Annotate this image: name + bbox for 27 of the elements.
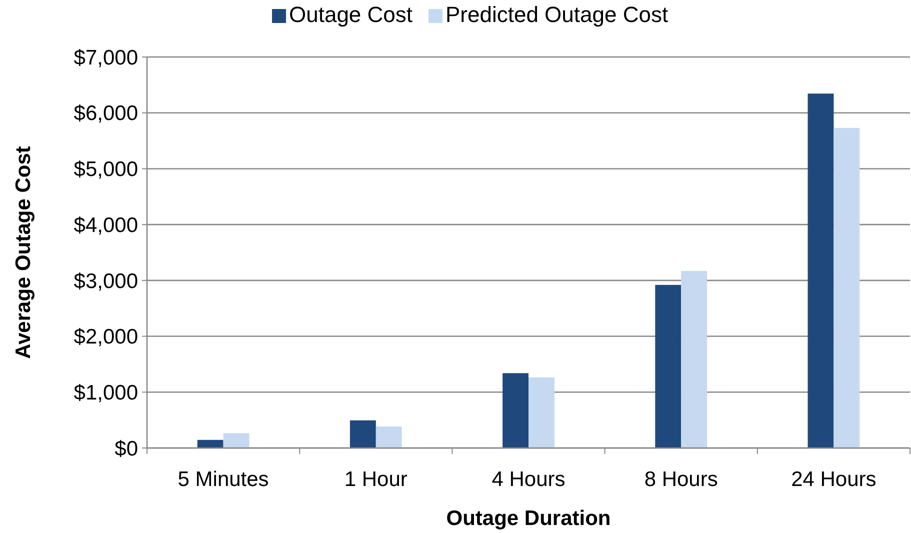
- y-axis-title: Average Outage Cost: [12, 146, 35, 359]
- legend-label: Outage Cost: [289, 2, 413, 27]
- x-tick-label: 1 Hour: [344, 468, 408, 491]
- x-tick-label: 5 Minutes: [178, 468, 269, 491]
- bar: [834, 128, 860, 448]
- bar: [502, 373, 528, 448]
- bar: [528, 377, 554, 448]
- bar: [197, 440, 224, 448]
- y-tick-label: $2,000: [74, 326, 138, 349]
- y-tick-label: $0: [114, 437, 138, 460]
- bar: [376, 426, 402, 448]
- x-axis-title: Outage Duration: [446, 507, 611, 530]
- y-tick-label: $7,000: [74, 46, 138, 70]
- bar: [808, 94, 834, 448]
- bar: [223, 433, 250, 448]
- bar: [350, 420, 376, 448]
- y-tick-label: $1,000: [74, 381, 138, 404]
- y-tick-label: $4,000: [74, 214, 138, 237]
- x-tick-label: 8 Hours: [644, 468, 718, 491]
- legend-label: Predicted Outage Cost: [446, 2, 668, 27]
- bar: [655, 284, 682, 448]
- y-tick-label: $6,000: [74, 102, 138, 126]
- bar: [681, 270, 708, 448]
- y-tick-label: $3,000: [74, 270, 138, 293]
- x-tick-label: 4 Hours: [492, 468, 566, 491]
- y-tick-label: $5,000: [74, 158, 138, 182]
- x-tick-label: 24 Hours: [791, 468, 876, 491]
